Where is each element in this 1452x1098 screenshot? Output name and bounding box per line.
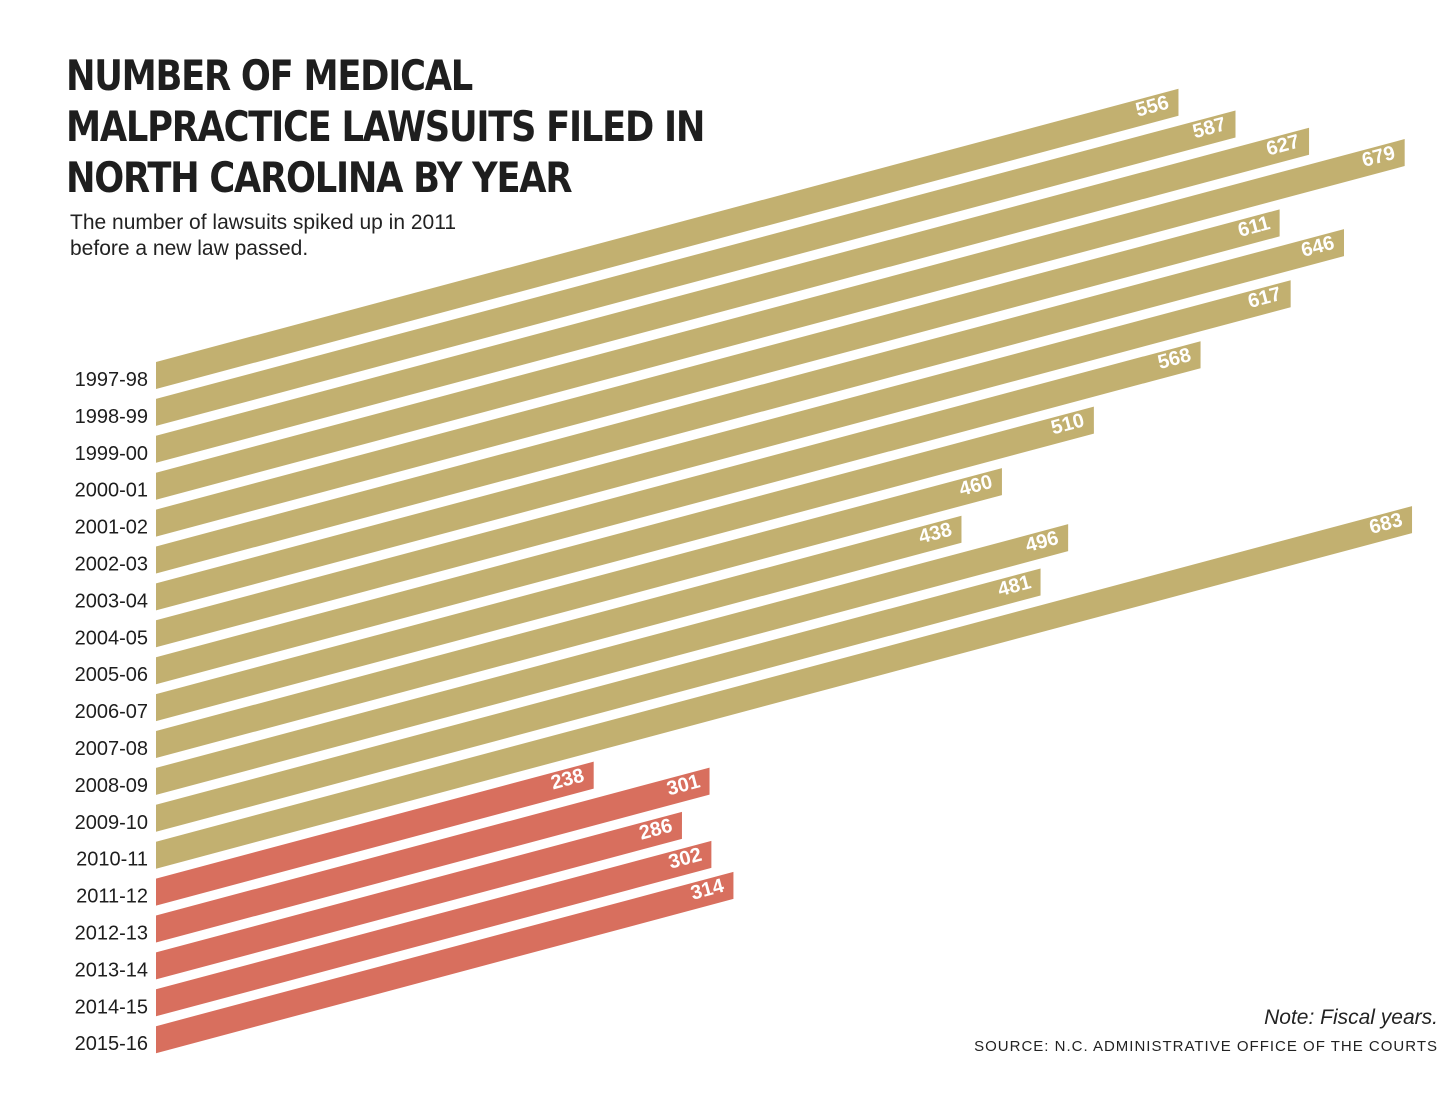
bar-2004-05 (156, 341, 1201, 648)
chart-title-line: NORTH CAROLINA BY YEAR (66, 153, 573, 202)
category-label: 2011-12 (76, 886, 148, 908)
bar-2014-15 (156, 840, 712, 1017)
category-label: 2014-15 (75, 996, 148, 1018)
bar-2013-14 (156, 811, 682, 980)
chart-note: Note: Fiscal years. (1264, 1006, 1438, 1029)
chart-title: NUMBER OF MEDICAL MALPRACTICE LAWSUITS F… (66, 50, 705, 203)
bar-2008-09 (156, 524, 1069, 795)
category-label: 2000-01 (75, 480, 148, 502)
chart-source: SOURCE: N.C. ADMINISTRATIVE OFFICE OF TH… (974, 1038, 1438, 1055)
category-label: 2002-03 (75, 554, 148, 576)
category-label: 2013-14 (75, 959, 148, 981)
bar-2011-12 (156, 761, 594, 906)
bar-1998-99 (156, 110, 1236, 426)
bar-2002-03 (156, 229, 1344, 574)
category-label: 2004-05 (75, 627, 148, 649)
category-label: 2009-10 (75, 812, 148, 834)
bar-1999-00 (156, 127, 1310, 463)
category-label: 2012-13 (75, 923, 148, 945)
category-label: 2003-04 (75, 590, 148, 612)
category-label: 2010-11 (76, 849, 148, 871)
bar-2009-10 (156, 568, 1041, 832)
category-label: 1999-00 (75, 443, 148, 465)
bar-2007-08 (156, 515, 962, 758)
chart-subtitle: The number of lawsuits spiked up in 2011… (70, 210, 510, 262)
bar-2003-04 (156, 280, 1291, 611)
bar-2000-01 (156, 139, 1405, 500)
chart-title-line: NUMBER OF MEDICAL (66, 51, 473, 100)
category-label: 1997-98 (75, 369, 148, 391)
bar-2006-07 (156, 468, 1002, 722)
category-label: 1998-99 (75, 406, 148, 428)
bar-2015-16 (156, 871, 734, 1054)
category-label: 2006-07 (75, 701, 148, 723)
chart-subtitle-line: before a new law passed. (70, 237, 309, 260)
bar-2001-02 (156, 209, 1280, 537)
category-label: 2001-02 (75, 517, 148, 539)
category-label: 2008-09 (75, 775, 148, 797)
bar-2012-13 (156, 767, 710, 943)
chart-subtitle-line: The number of lawsuits spiked up in 2011 (70, 211, 456, 234)
category-label: 2007-08 (75, 738, 148, 760)
bar-2010-11 (156, 506, 1413, 869)
category-label: 2005-06 (75, 664, 148, 686)
chart-title-line: MALPRACTICE LAWSUITS FILED IN (66, 102, 705, 151)
category-label: 2015-16 (75, 1033, 148, 1055)
bar-1997-98 (156, 88, 1179, 390)
bar-2005-06 (156, 406, 1094, 685)
